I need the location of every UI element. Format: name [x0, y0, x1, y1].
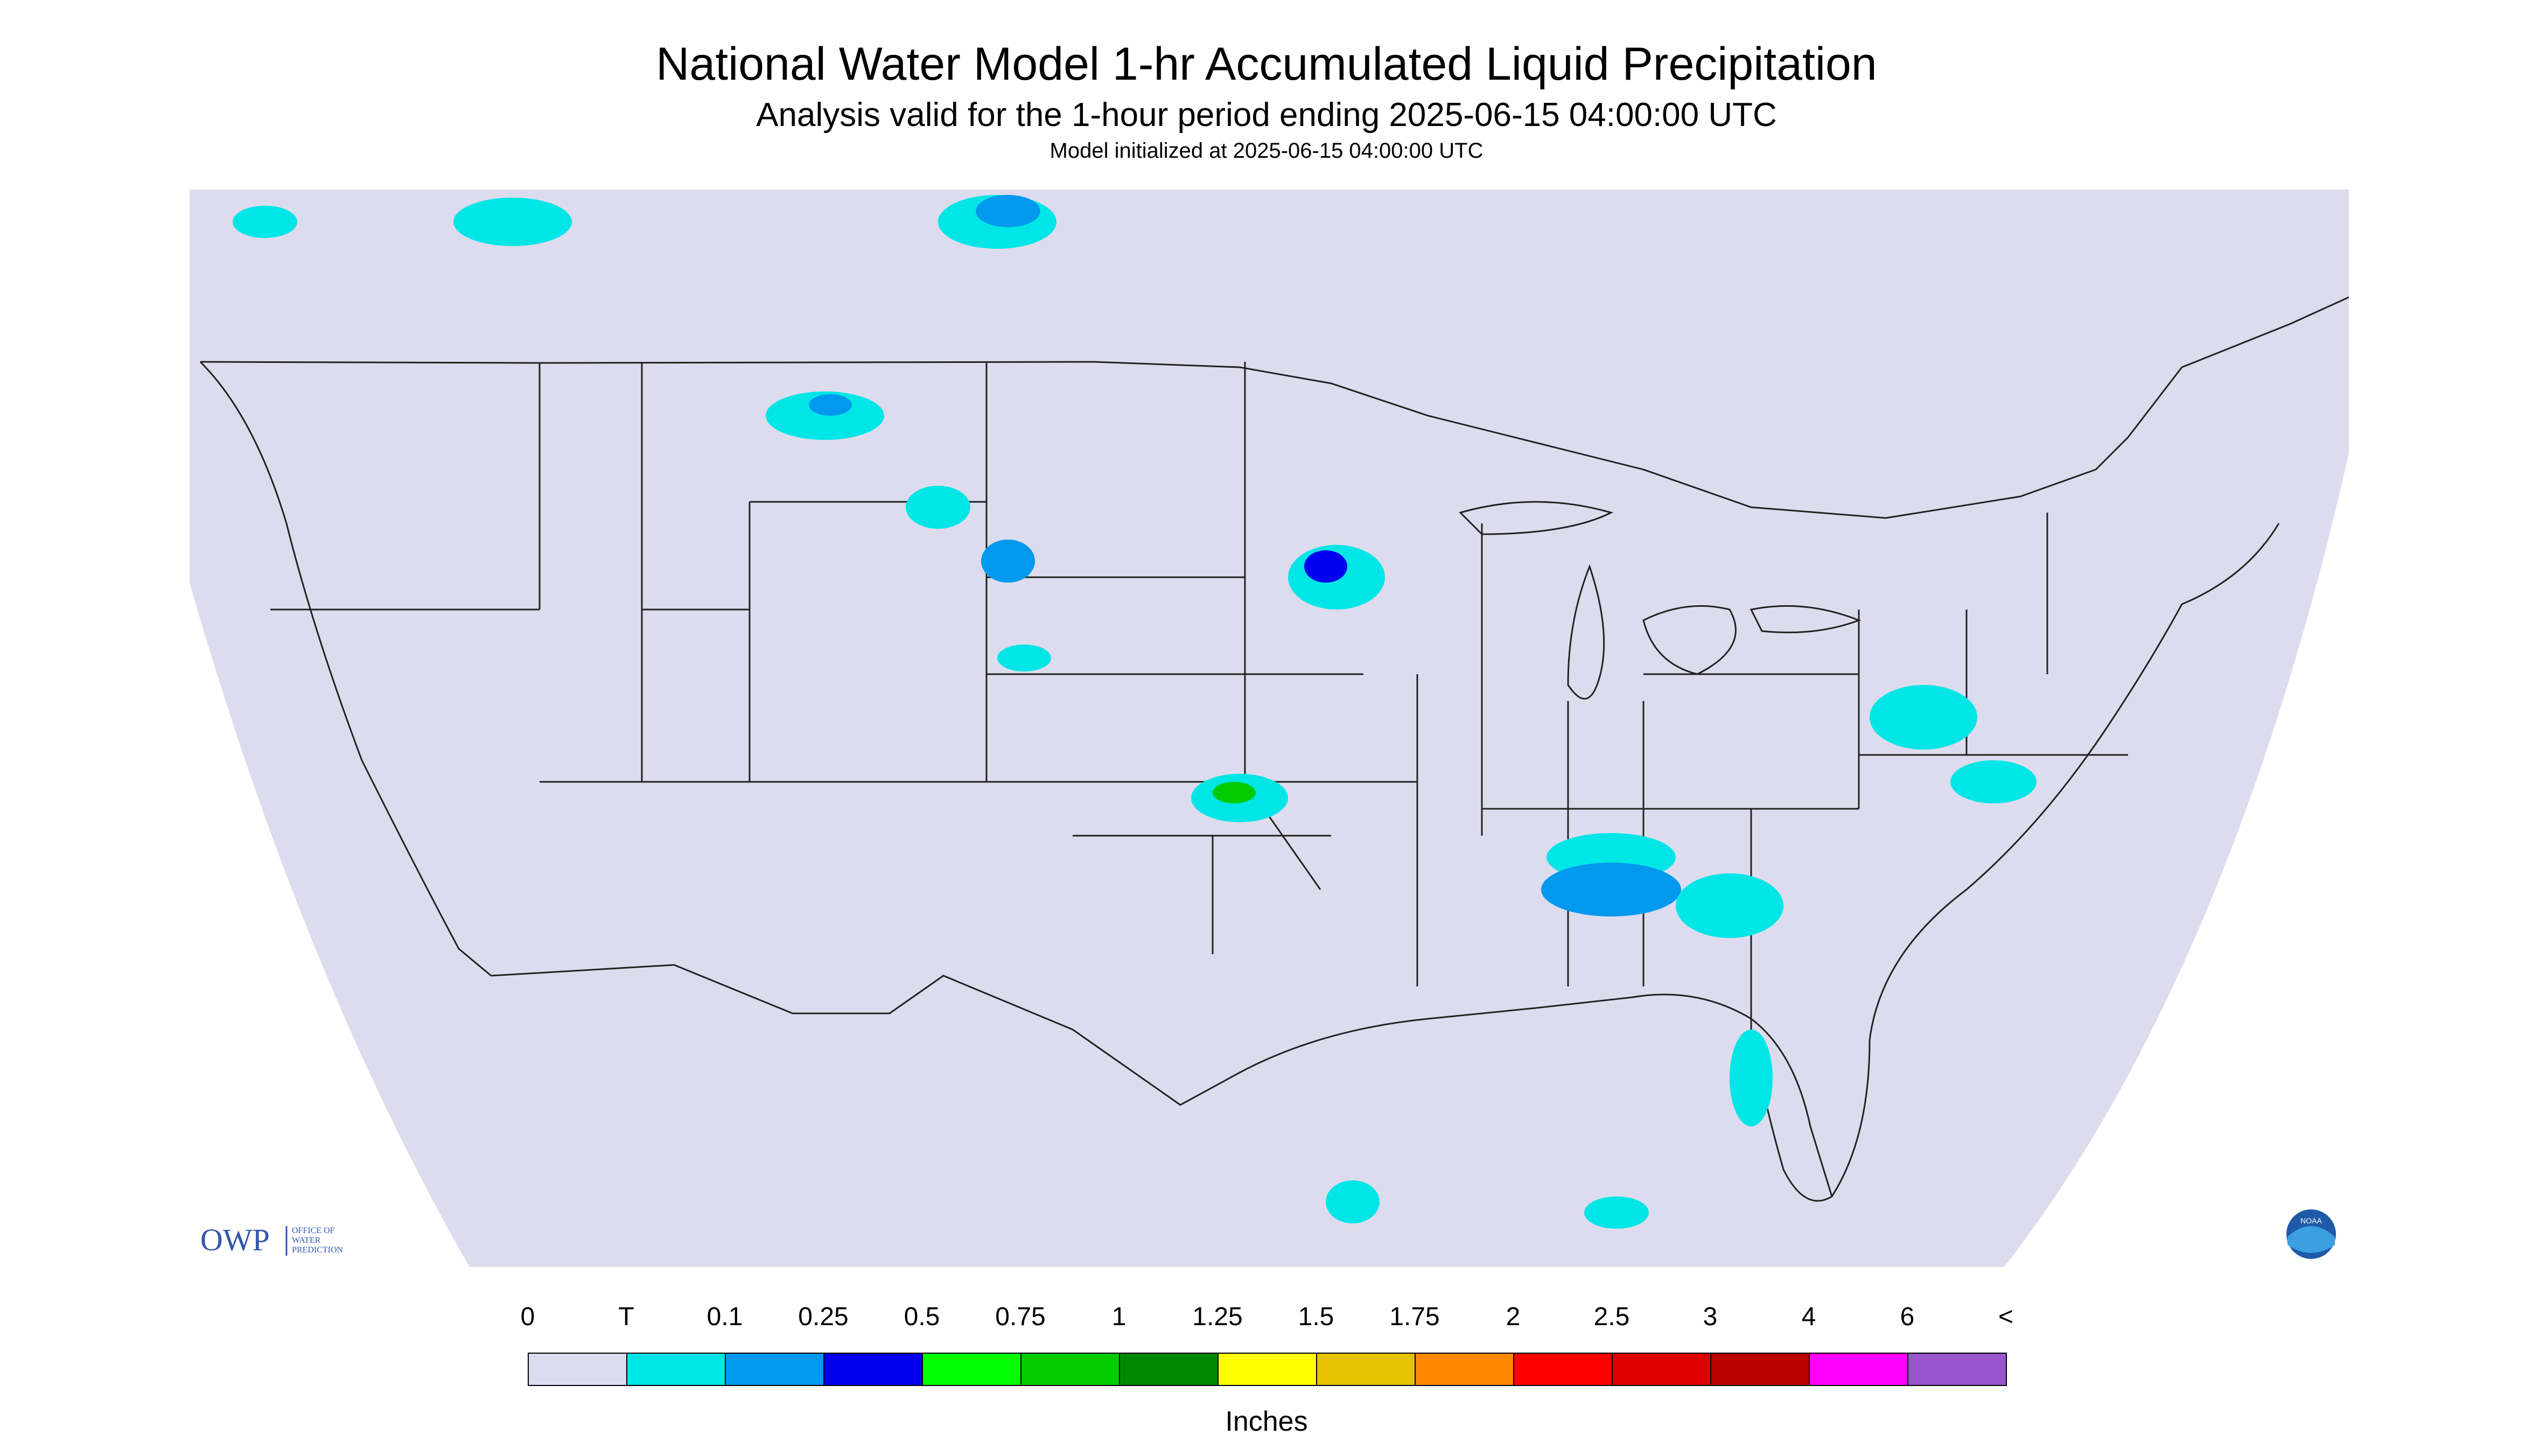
legend-swatch — [1415, 1353, 1514, 1386]
legend-tick-label: 0.1 — [706, 1303, 743, 1331]
legend-tick-label: 2.5 — [1593, 1303, 1630, 1331]
precip-patch — [1950, 760, 2037, 803]
legend-tick-label: 0.75 — [995, 1303, 1046, 1331]
precip-patch — [766, 391, 884, 440]
legend-tick-label: 0.5 — [904, 1303, 940, 1331]
legend-units: Inches — [1225, 1406, 1308, 1437]
legend-tick-label: 2 — [1506, 1303, 1521, 1331]
precip-patch — [1584, 1196, 1649, 1229]
precip-patch — [809, 394, 852, 416]
precip-patch — [1326, 1180, 1380, 1223]
legend-swatch — [1809, 1353, 1908, 1386]
precip-patch — [981, 540, 1035, 583]
legend-tick-label: 0 — [520, 1303, 535, 1331]
legend-swatch — [626, 1353, 726, 1386]
legend-swatch — [1710, 1353, 1810, 1386]
legend-swatch — [1020, 1353, 1120, 1386]
legend-swatch — [725, 1353, 824, 1386]
legend-swatch — [1217, 1353, 1317, 1386]
precip-patch — [976, 195, 1040, 227]
precip-patch — [1676, 873, 1783, 938]
map-subtitle: Analysis valid for the 1-hour period end… — [756, 96, 1777, 134]
precip-patch — [1730, 1030, 1773, 1126]
legend-tick-label: 0.25 — [798, 1303, 849, 1331]
legend-tick-label: 3 — [1703, 1303, 1718, 1331]
precip-patches — [233, 195, 2037, 1229]
legend-swatch — [1119, 1353, 1219, 1386]
map-title: National Water Model 1-hr Accumulated Li… — [656, 38, 1877, 90]
noaa-logo-text: NOAA — [2300, 1216, 2322, 1225]
legend-swatch — [528, 1353, 627, 1386]
map-domain — [190, 190, 2349, 1267]
precip-patch — [1541, 863, 1681, 916]
legend-tick-label: 1.25 — [1192, 1303, 1243, 1331]
owp-logo-line3: PREDICTION — [292, 1245, 344, 1255]
legend-tick-label: 1.5 — [1298, 1303, 1334, 1331]
precip-patch — [453, 198, 572, 246]
legend-swatch — [823, 1353, 923, 1386]
legend-swatch — [922, 1353, 1021, 1386]
legend-swatch — [1316, 1353, 1416, 1386]
legend-tick-label: 1 — [1111, 1303, 1126, 1331]
legend-swatch — [1907, 1353, 2007, 1386]
precip-patch — [1870, 685, 1977, 750]
owp-logo-line1: OFFICE OF — [292, 1226, 335, 1235]
precip-patch — [997, 645, 1051, 671]
precipitation-map: OWP OFFICE OF WATER PREDICTION NOAA — [190, 190, 2349, 1267]
legend-tick-label: 1.75 — [1389, 1303, 1440, 1331]
legend-tick-label: < — [1998, 1303, 2014, 1331]
legend-tick-label: T — [618, 1303, 634, 1331]
precip-patch — [1304, 550, 1347, 583]
noaa-logo: NOAA — [2286, 1209, 2336, 1259]
owp-logo-text: OWP — [200, 1222, 270, 1257]
legend-swatch — [1513, 1353, 1613, 1386]
precip-patch — [906, 486, 970, 529]
legend-swatch — [1612, 1353, 1711, 1386]
legend-tick-label: 4 — [1801, 1303, 1816, 1331]
model-init-text: Model initialized at 2025-06-15 04:00:00… — [1049, 139, 1484, 163]
precip-patch — [233, 206, 297, 238]
owp-logo-line2: WATER — [292, 1236, 321, 1245]
precip-patch — [1213, 782, 1256, 803]
legend-tick-label: 6 — [1900, 1303, 1915, 1331]
owp-logo: OWP OFFICE OF WATER PREDICTION — [200, 1222, 344, 1257]
